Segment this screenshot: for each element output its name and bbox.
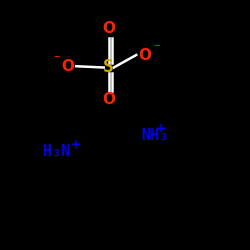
Text: O: O	[102, 21, 115, 36]
Text: ⁻: ⁻	[153, 42, 160, 55]
Text: O: O	[102, 92, 115, 108]
Text: ⁻: ⁻	[53, 54, 60, 66]
Text: NH₃: NH₃	[141, 128, 169, 142]
Text: H₃N: H₃N	[42, 144, 70, 159]
Text: O: O	[138, 48, 151, 62]
Text: S: S	[103, 58, 114, 76]
Text: +: +	[156, 122, 166, 135]
Text: +: +	[71, 138, 82, 151]
Text: O: O	[61, 59, 74, 74]
